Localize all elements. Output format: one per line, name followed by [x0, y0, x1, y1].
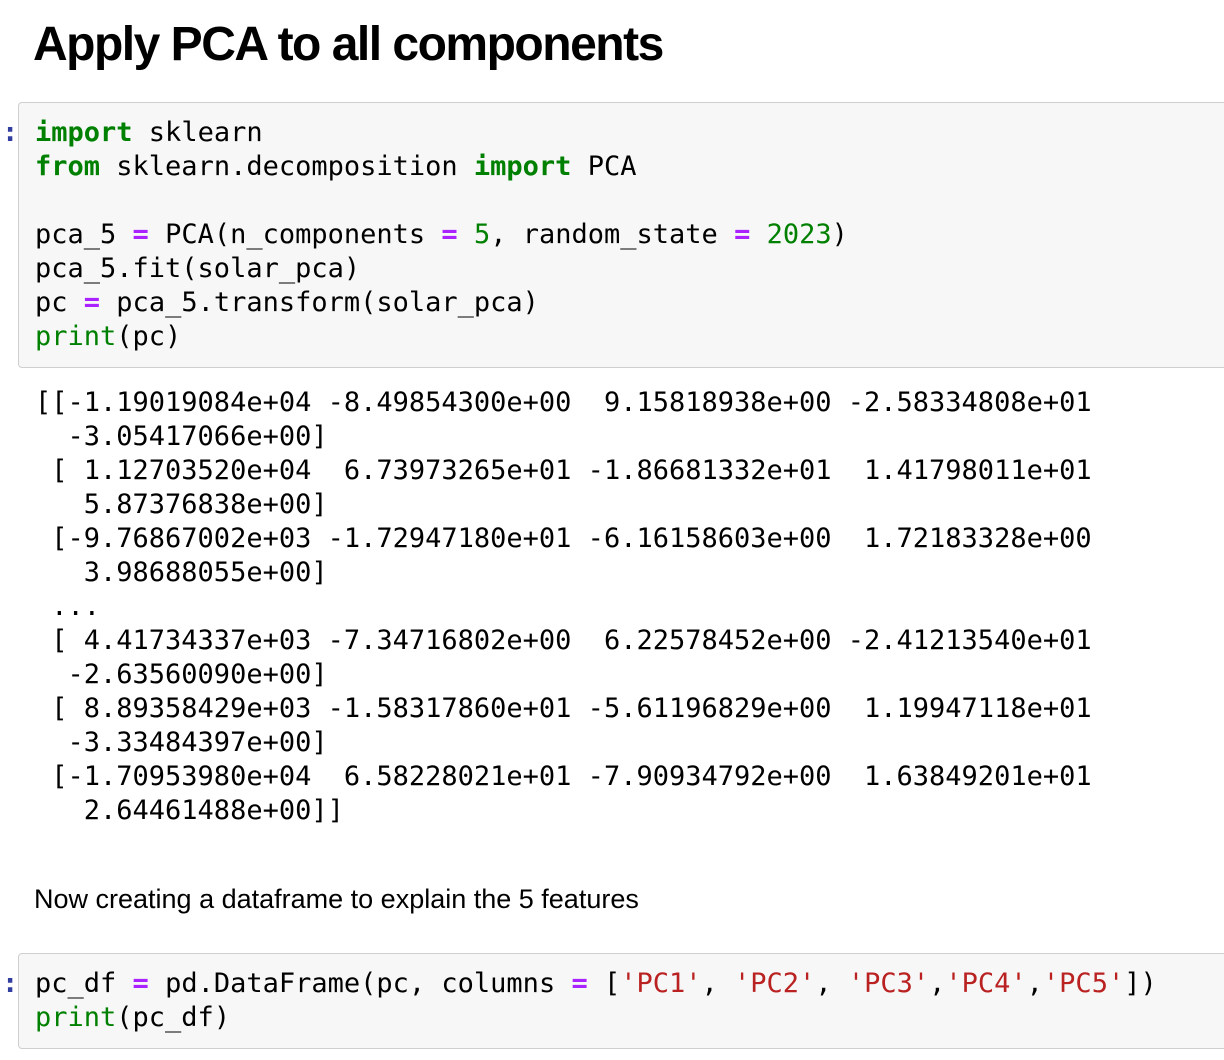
output-line: ... — [35, 591, 101, 622]
code-token: from — [35, 151, 101, 182]
code-line: from sklearn.decomposition import PCA — [35, 150, 1224, 184]
output-line: [-9.76867002e+03 -1.72947180e+01 -6.1615… — [35, 523, 1092, 554]
code-line: print(pc) — [35, 320, 1224, 354]
code-token: 'PC5' — [1042, 968, 1125, 999]
code-token: = — [734, 219, 751, 250]
code-cell-1: : import sklearn from sklearn.decompositi… — [0, 102, 1224, 368]
code-line: pca_5.fit(solar_pca) — [35, 252, 1224, 286]
output-line: 2.64461488e+00]] — [35, 795, 344, 826]
execution-output: [[-1.19019084e+04 -8.49854300e+00 9.1581… — [35, 386, 1224, 828]
code-token: (pc_df) — [116, 1002, 231, 1033]
input-prompt-2: : — [2, 968, 18, 999]
output-line: 5.87376838e+00] — [35, 489, 328, 520]
code-token: 'PC3' — [847, 968, 930, 999]
code-token — [458, 219, 474, 250]
code-token: = — [132, 968, 149, 999]
output-line: [ 4.41734337e+03 -7.34716802e+00 6.22578… — [35, 625, 1092, 656]
code-token: 2023 — [766, 219, 832, 250]
output-line: [-1.70953980e+04 6.58228021e+01 -7.90934… — [35, 761, 1092, 792]
code-token: 'PC4' — [945, 968, 1027, 999]
output-line: [ 8.89358429e+03 -1.58317860e+01 -5.6119… — [35, 693, 1092, 724]
code-token: PCA(n_components — [148, 219, 442, 250]
input-prompt-1: : — [2, 117, 18, 148]
output-line: -2.63560090e+00] — [35, 659, 328, 690]
code-token: , — [815, 968, 848, 999]
code-line: pca_5 = PCA(n_components = 5, random_sta… — [35, 218, 1224, 252]
code-line: pc_df = pd.DataFrame(pc, columns = ['PC1… — [35, 967, 1224, 1001]
output-line: 3.98688055e+00] — [35, 557, 328, 588]
output-line: -3.05417066e+00] — [35, 421, 328, 452]
code-token: pc_df — [35, 968, 133, 999]
code-token: pc — [35, 287, 84, 318]
code-token: ]) — [1124, 968, 1157, 999]
code-token: sklearn.decomposition — [100, 151, 474, 182]
code-token: 'PC1' — [620, 968, 702, 999]
output-line: -3.33484397e+00] — [35, 727, 328, 758]
code-token: print — [35, 321, 117, 352]
output-line: [ 1.12703520e+04 6.73973265e+01 -1.86681… — [35, 455, 1092, 486]
code-token: PCA — [571, 151, 637, 182]
code-token: , random_state — [490, 219, 735, 250]
code-line: pc = pca_5.transform(solar_pca) — [35, 286, 1224, 320]
code-token: import — [35, 117, 133, 148]
code-input-area-1[interactable]: import sklearn from sklearn.decomposition… — [18, 102, 1224, 368]
code-token: , — [1026, 968, 1043, 999]
code-cell-2: : pc_df = pd.DataFrame(pc, columns = ['P… — [0, 953, 1224, 1049]
code-token: pca_5.fit(solar_pca) — [35, 253, 361, 284]
code-token: pca_5.transform(solar_pca) — [100, 287, 539, 318]
code-token: = — [83, 287, 101, 318]
code-token: print — [35, 1002, 117, 1033]
code-token: ) — [831, 219, 848, 250]
code-token: , — [929, 968, 946, 999]
code-input-area-2[interactable]: pc_df = pd.DataFrame(pc, columns = ['PC1… — [18, 953, 1224, 1049]
code-token: pd.DataFrame(pc, columns — [148, 968, 572, 999]
code-token: 'PC2' — [734, 968, 816, 999]
code-token: , — [701, 968, 735, 999]
page-title: Apply PCA to all components — [33, 18, 664, 71]
markdown-cell-text: Now creating a dataframe to explain the … — [34, 884, 639, 914]
code-token: (pc) — [116, 321, 182, 352]
code-token: = — [571, 968, 588, 999]
code-token — [35, 185, 51, 216]
code-token — [750, 219, 766, 250]
code-token: pca_5 — [35, 219, 133, 250]
code-token: = — [441, 219, 458, 250]
code-token: 5 — [473, 219, 491, 250]
code-token: import — [473, 151, 572, 182]
code-line: print(pc_df) — [35, 1001, 1224, 1035]
code-line — [35, 184, 1224, 218]
code-token: [ — [587, 968, 621, 999]
output-line: [[-1.19019084e+04 -8.49854300e+00 9.1581… — [35, 387, 1092, 418]
code-token: = — [132, 219, 149, 250]
code-token: sklearn — [132, 117, 263, 148]
code-line: import sklearn — [35, 116, 1224, 150]
